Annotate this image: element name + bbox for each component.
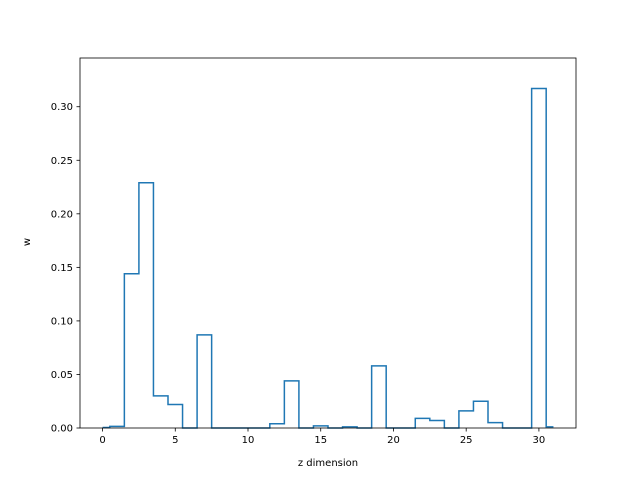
x-axis-ticks: 0 5 10 15 20 25 30 (99, 428, 545, 446)
x-tick-label: 30 (533, 435, 546, 446)
y-tick-label: 0.15 (51, 263, 73, 274)
x-tick-label: 25 (460, 435, 473, 446)
y-tick-label: 0.10 (51, 316, 73, 327)
x-axis-label: z dimension (298, 458, 358, 469)
y-tick-label: 0.05 (51, 370, 73, 381)
y-tick-label: 0.20 (51, 209, 73, 220)
x-tick-label: 5 (172, 435, 178, 446)
y-tick-label: 0.00 (51, 424, 73, 435)
y-axis-label: w (22, 238, 33, 246)
x-tick-label: 20 (387, 435, 400, 446)
x-tick-label: 15 (314, 435, 327, 446)
y-tick-label: 0.30 (51, 102, 73, 113)
x-tick-label: 10 (242, 435, 255, 446)
axes-frame (79, 57, 577, 429)
y-axis-ticks: 0.00 0.05 0.10 0.15 0.20 0.25 0.30 (51, 102, 80, 435)
y-tick-label: 0.25 (51, 156, 73, 167)
x-tick-label: 0 (99, 435, 105, 446)
